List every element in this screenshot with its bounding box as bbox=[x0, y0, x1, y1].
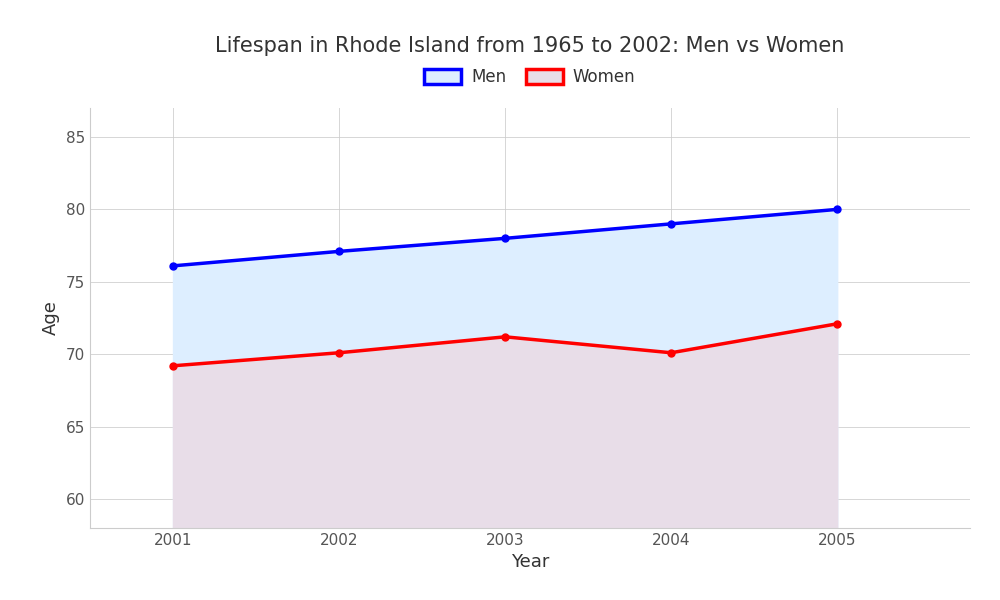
Title: Lifespan in Rhode Island from 1965 to 2002: Men vs Women: Lifespan in Rhode Island from 1965 to 20… bbox=[215, 37, 845, 56]
X-axis label: Year: Year bbox=[511, 553, 549, 571]
Legend: Men, Women: Men, Women bbox=[418, 62, 642, 93]
Y-axis label: Age: Age bbox=[42, 301, 60, 335]
